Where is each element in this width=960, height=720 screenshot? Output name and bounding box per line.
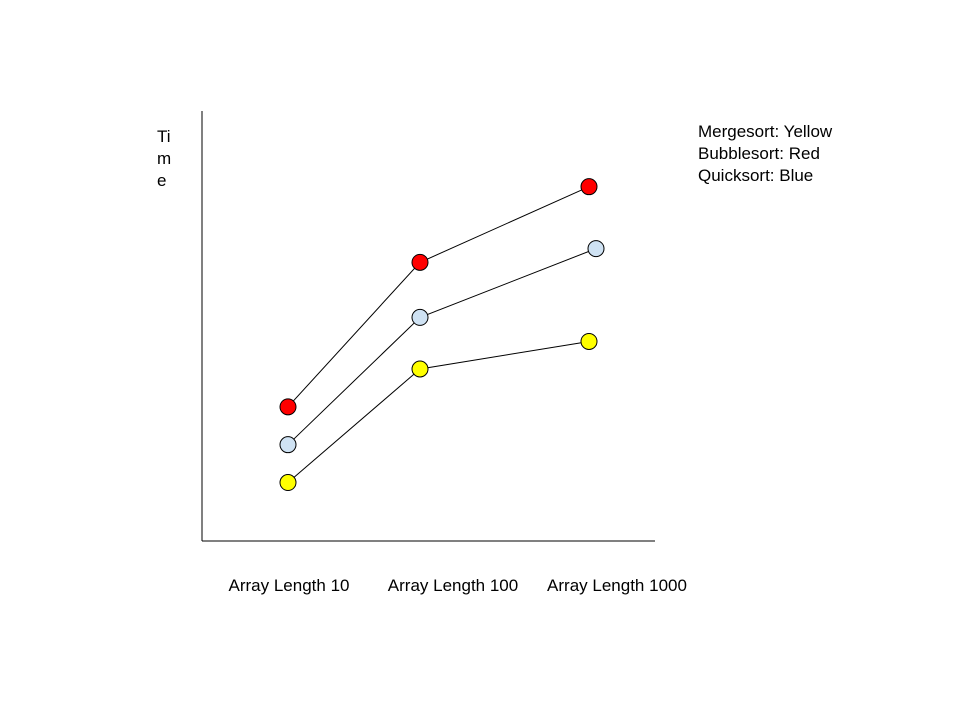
x-tick-label: Array Length 10: [228, 576, 350, 595]
data-point: [279, 436, 297, 454]
data-point: [411, 360, 429, 378]
legend-item-quicksort: Quicksort: Blue: [698, 166, 814, 185]
data-point: [580, 178, 598, 196]
y-axis-label-line: e: [157, 171, 167, 190]
data-point: [411, 308, 429, 326]
y-axis-label: Ti m e: [157, 126, 171, 192]
series-line: [287, 340, 590, 483]
series-line: [287, 248, 597, 446]
series-layer: [279, 178, 605, 492]
data-point: [411, 253, 429, 271]
y-axis-label-line: Ti: [157, 127, 171, 146]
legend: Mergesort: Yellow Bubblesort: Red Quicks…: [698, 121, 832, 187]
series-line: [287, 186, 590, 408]
legend-item-mergesort: Mergesort: Yellow: [698, 122, 833, 141]
y-axis-label-line: m: [157, 149, 172, 168]
data-point: [279, 398, 297, 416]
legend-item-bubblesort: Bubblesort: Red: [698, 144, 820, 163]
data-point: [587, 240, 605, 258]
data-point: [580, 332, 598, 350]
x-tick-label: Array Length 100: [387, 576, 519, 595]
data-point: [279, 474, 297, 492]
x-tick-label: Array Length 1000: [547, 576, 687, 595]
